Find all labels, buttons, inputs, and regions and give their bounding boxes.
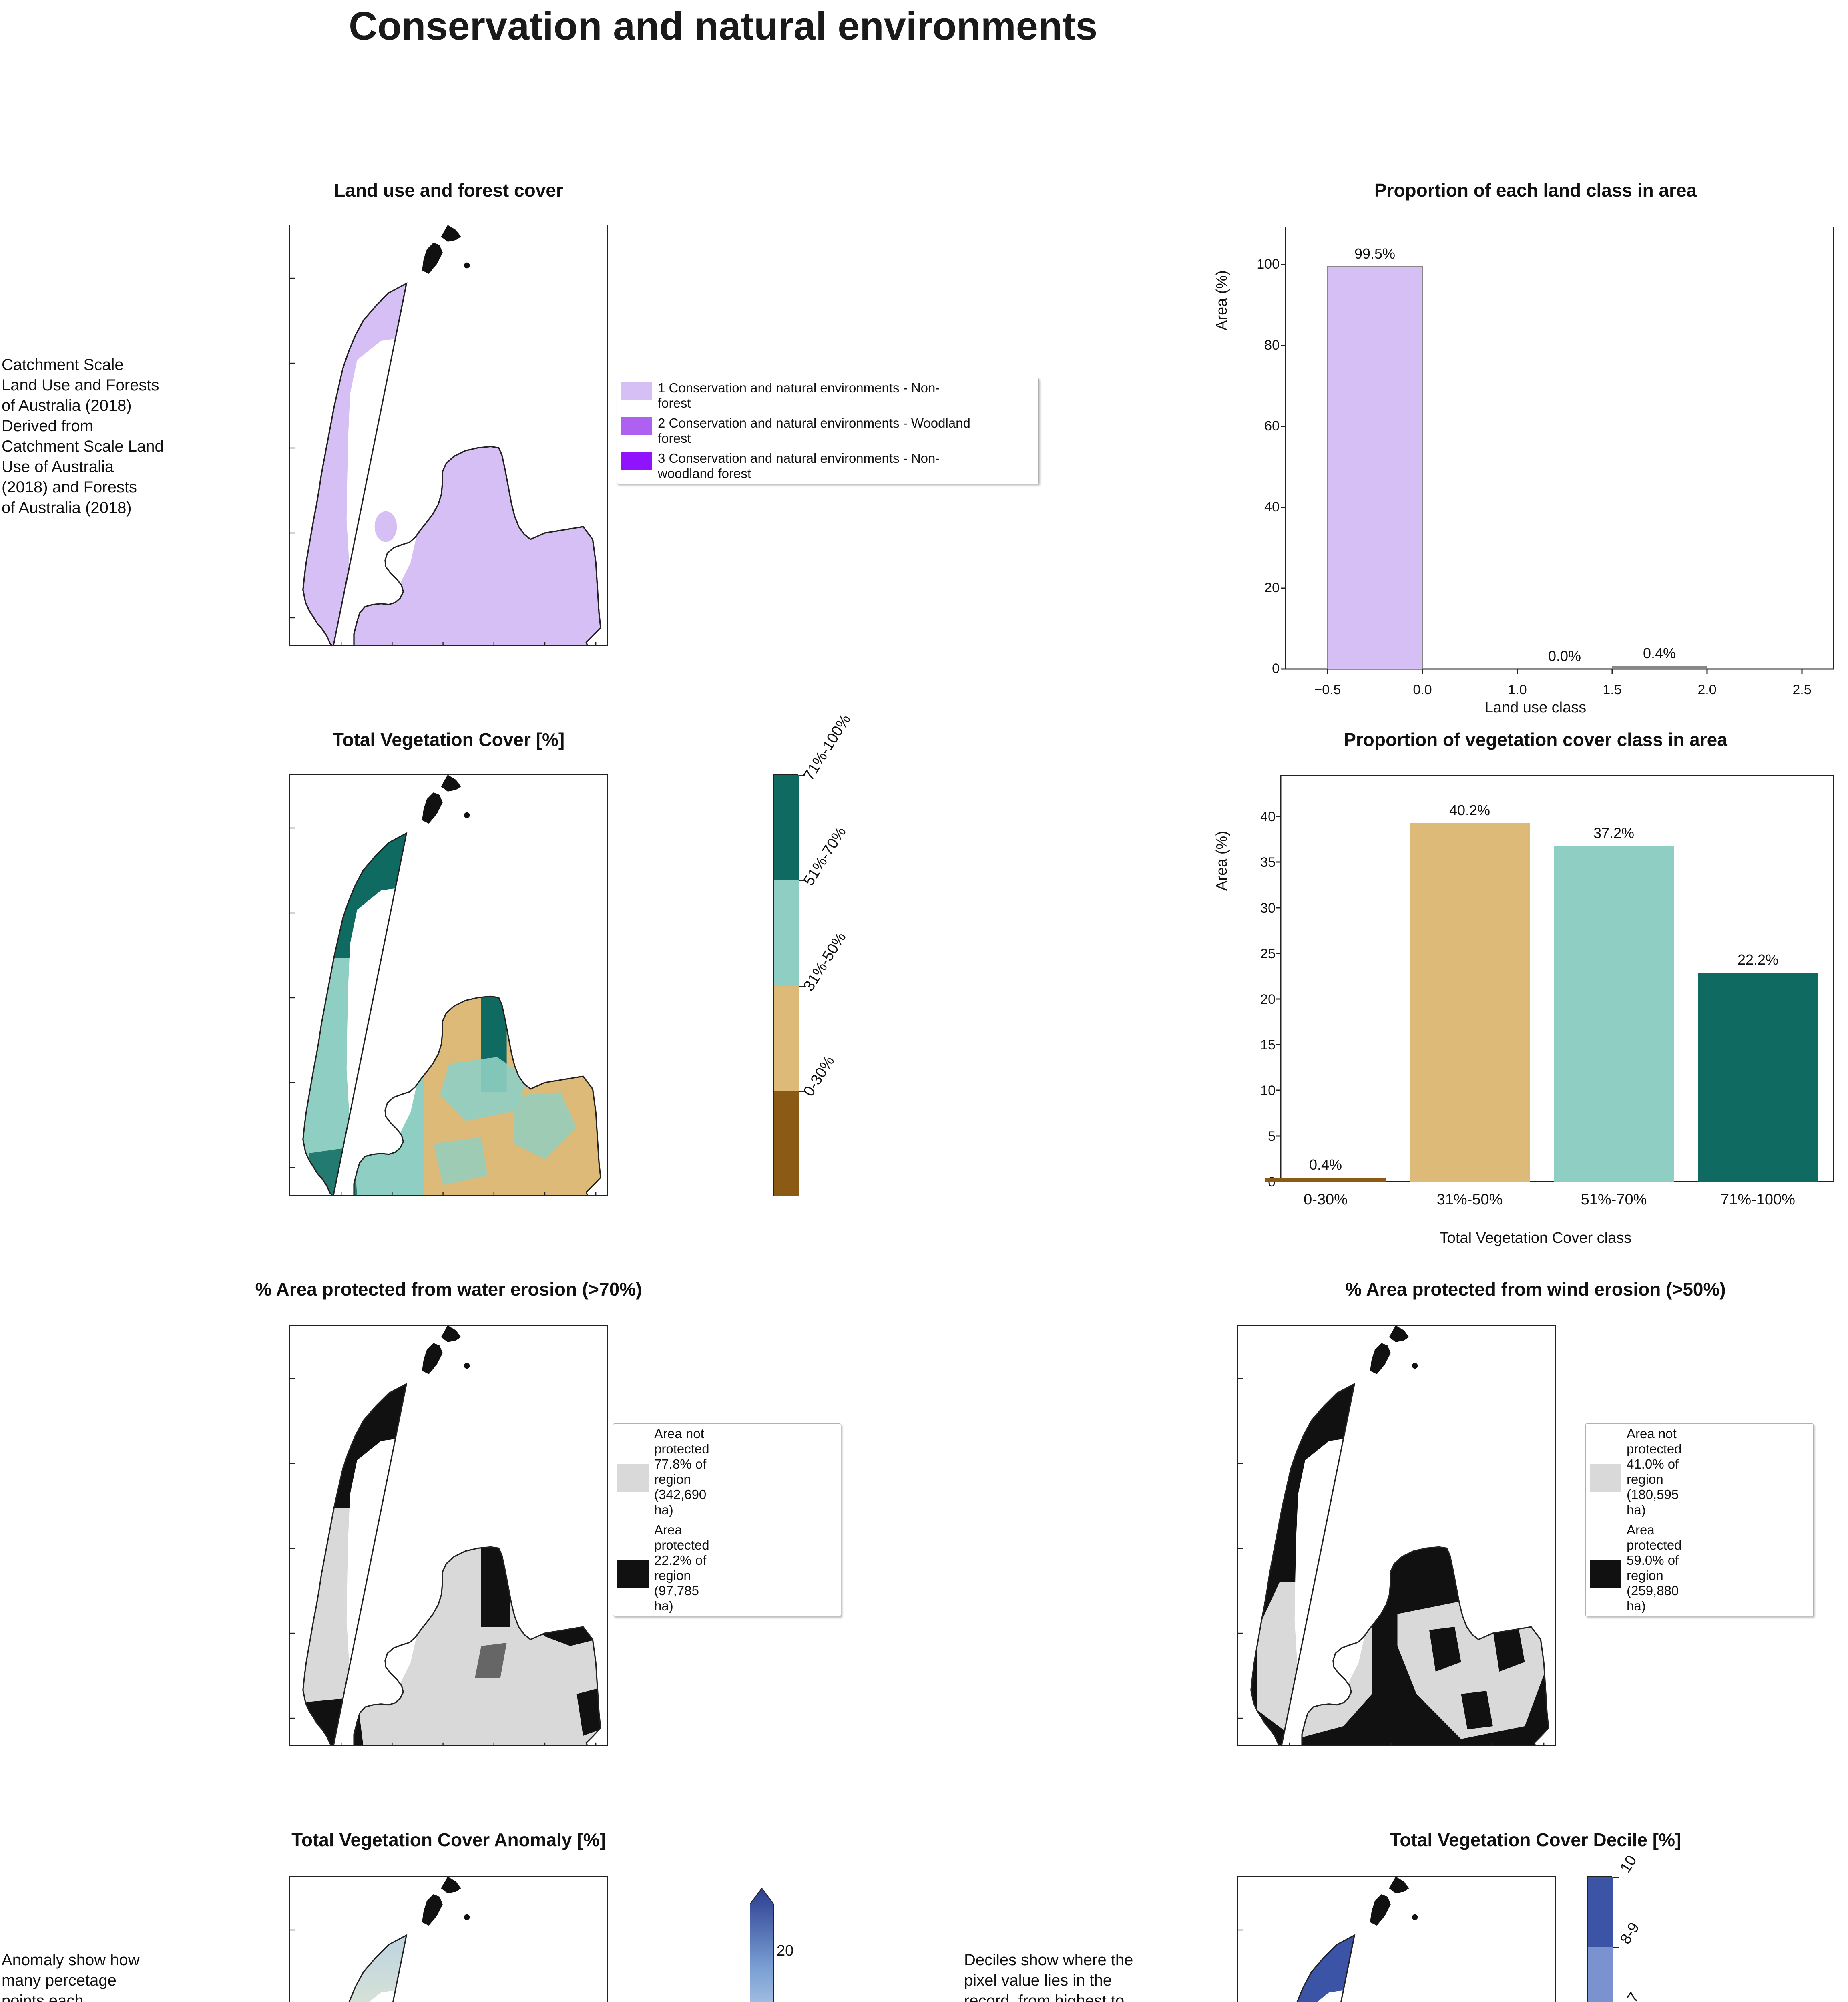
svg-text:0.0: 0.0 bbox=[1413, 682, 1432, 695]
svg-text:0-30%: 0-30% bbox=[1304, 1191, 1348, 1207]
svg-text:1.0: 1.0 bbox=[1508, 682, 1527, 695]
svg-text:71%-100%: 71%-100% bbox=[1721, 1191, 1795, 1207]
svg-text:30: 30 bbox=[1260, 900, 1276, 916]
svg-text:25: 25 bbox=[1260, 946, 1276, 961]
svg-text:15: 15 bbox=[1260, 1037, 1276, 1053]
svg-text:99.5%: 99.5% bbox=[1354, 245, 1395, 262]
svg-text:35: 35 bbox=[1260, 855, 1276, 870]
svg-text:2.5: 2.5 bbox=[1792, 682, 1811, 695]
svg-text:0: 0 bbox=[1268, 1174, 1276, 1190]
svg-text:40: 40 bbox=[1260, 809, 1276, 824]
svg-text:20: 20 bbox=[1264, 580, 1280, 595]
svg-text:40.2%: 40.2% bbox=[1449, 802, 1490, 818]
svg-text:80: 80 bbox=[1264, 338, 1280, 353]
svg-text:0.0%: 0.0% bbox=[1548, 648, 1581, 664]
svg-text:5: 5 bbox=[1268, 1129, 1276, 1144]
svg-text:100: 100 bbox=[1257, 257, 1280, 272]
svg-text:2.0: 2.0 bbox=[1697, 682, 1716, 695]
svg-text:22.2%: 22.2% bbox=[1738, 951, 1778, 968]
svg-text:0.4%: 0.4% bbox=[1643, 645, 1676, 661]
svg-text:40: 40 bbox=[1264, 499, 1280, 515]
svg-text:51%-70%: 51%-70% bbox=[1581, 1191, 1647, 1207]
svg-text:0: 0 bbox=[1272, 661, 1280, 676]
svg-text:0.4%: 0.4% bbox=[1309, 1156, 1342, 1173]
svg-text:31%-50%: 31%-50% bbox=[1437, 1191, 1503, 1207]
svg-text:1.5: 1.5 bbox=[1603, 682, 1621, 695]
svg-text:−0.5: −0.5 bbox=[1314, 682, 1341, 695]
svg-text:60: 60 bbox=[1264, 418, 1280, 434]
svg-text:37.2%: 37.2% bbox=[1593, 825, 1634, 841]
svg-text:10: 10 bbox=[1260, 1083, 1276, 1098]
svg-text:20: 20 bbox=[1260, 992, 1276, 1007]
